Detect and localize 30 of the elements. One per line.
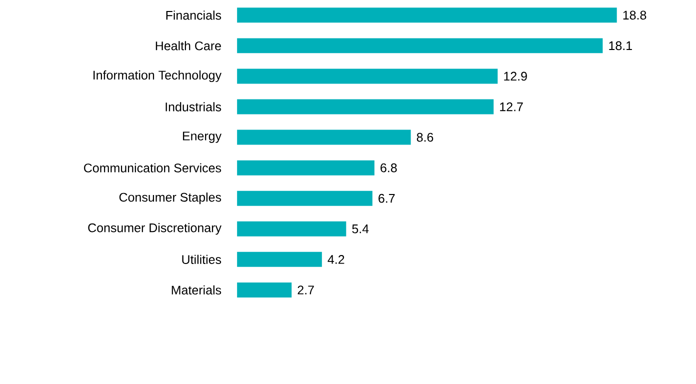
y-tick-label: Consumer Staples [119,192,222,204]
bar [237,252,322,267]
y-tick-label: Communication Services [84,163,222,172]
data-label: 12.7 [500,102,523,112]
data-label: 4.2 [328,254,344,264]
y-tick-label: Financials [166,10,222,20]
data-label: 6.8 [380,163,397,172]
data-label: 2.7 [298,286,314,294]
y-tick-label: Consumer Discretionary [88,222,222,235]
bar [237,8,617,23]
y-tick-label: Materials [172,285,222,294]
data-label: 18.8 [623,10,646,20]
bar [237,38,603,54]
bar [237,130,411,145]
bar [237,99,494,114]
data-label: 12.9 [504,72,527,81]
data-label: 8.6 [416,132,434,142]
bar [237,221,346,236]
y-tick-label: Utilities [182,254,222,264]
data-label: 6.7 [378,194,395,203]
data-label: 5.4 [352,224,369,234]
y-tick-label: Health Care [156,41,221,50]
y-tick-label: Industrials [166,102,222,112]
bar [237,160,374,176]
bar [237,282,292,298]
y-tick-label: Energy [182,132,222,143]
bar [237,190,372,206]
y-tick-label: Information Technology [94,70,222,82]
data-label: 18.1 [609,41,632,50]
bar [237,68,498,84]
